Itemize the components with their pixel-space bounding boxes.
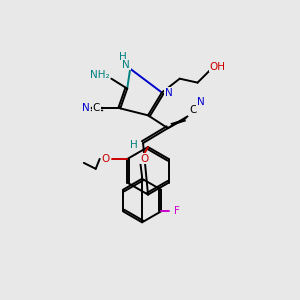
Text: C: C bbox=[189, 105, 196, 116]
Text: N: N bbox=[197, 98, 204, 107]
Text: NH₂: NH₂ bbox=[90, 70, 109, 80]
Text: N: N bbox=[122, 60, 130, 70]
Text: H: H bbox=[130, 140, 138, 150]
Text: O: O bbox=[101, 154, 110, 164]
Text: O: O bbox=[140, 154, 148, 164]
Text: N: N bbox=[165, 88, 173, 98]
Text: H: H bbox=[119, 52, 127, 62]
Text: F: F bbox=[174, 206, 180, 216]
Text: C: C bbox=[93, 103, 100, 113]
Text: OH: OH bbox=[209, 62, 225, 72]
Text: N: N bbox=[82, 103, 89, 113]
